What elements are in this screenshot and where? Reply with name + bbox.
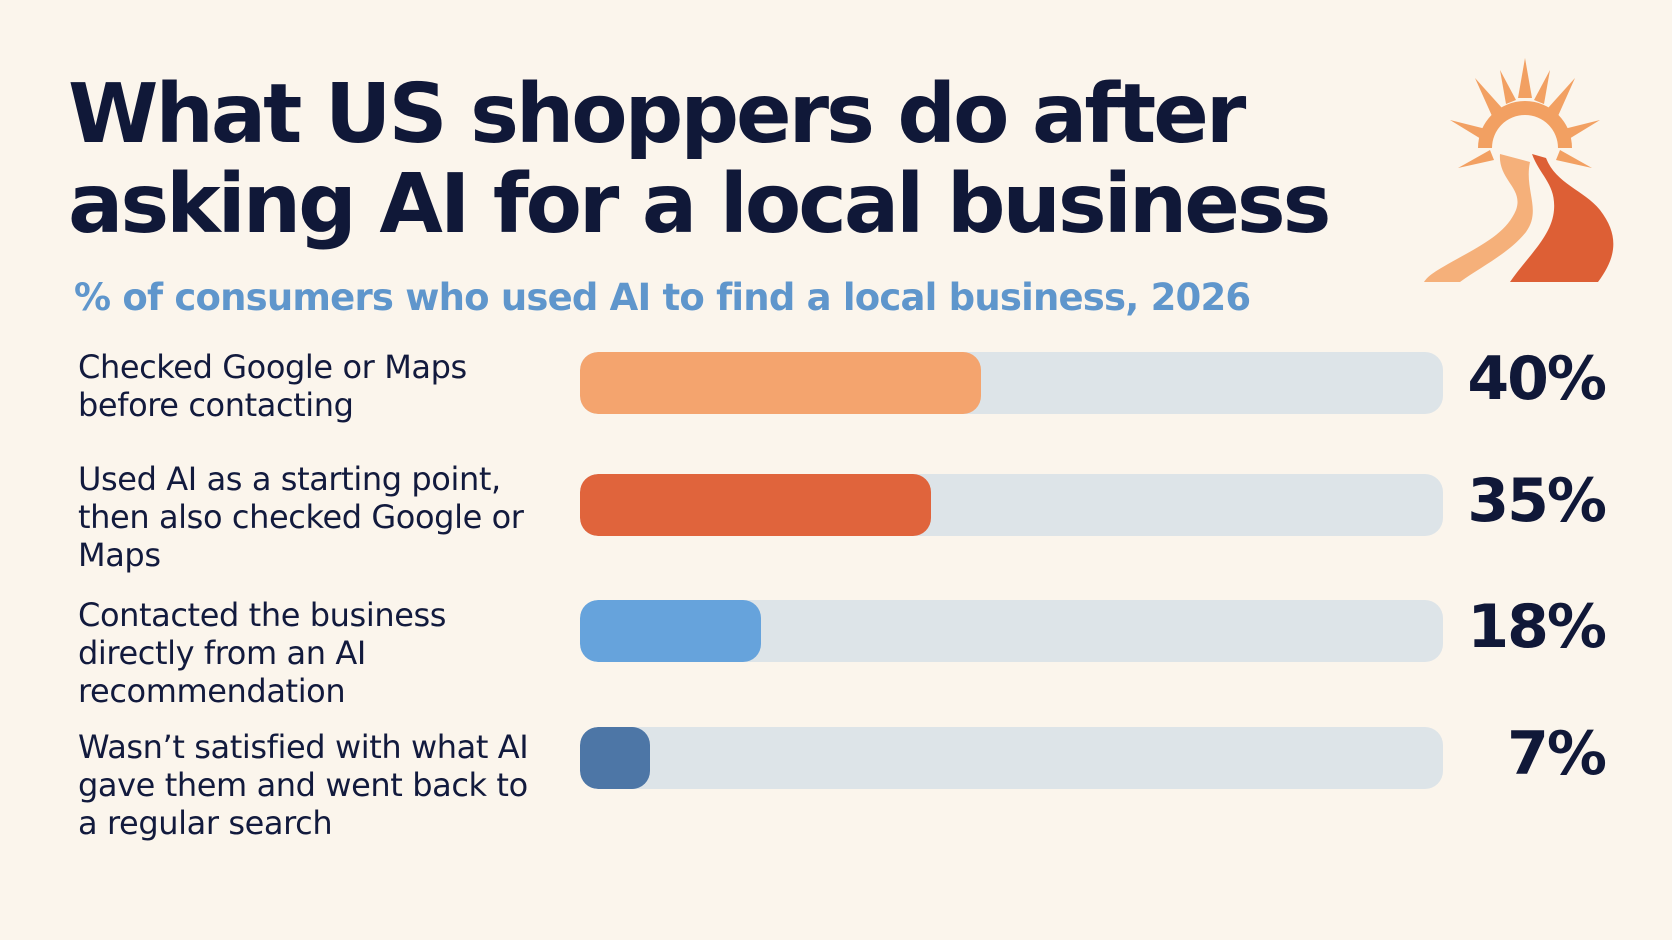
bar-track <box>580 352 1443 414</box>
bar-value-label: 35% <box>1467 466 1607 536</box>
bar-label: Contacted the business directly from an … <box>78 596 447 710</box>
bar <box>580 727 650 789</box>
chart-subtitle: % of consumers who used AI to find a loc… <box>74 276 1251 319</box>
chart-title: What US shoppers do after asking AI for … <box>68 67 1331 252</box>
bar-value-label: 40% <box>1467 344 1607 414</box>
bar-track <box>580 727 1443 789</box>
bar <box>580 474 931 536</box>
bar-label: Used AI as a starting point, then also c… <box>78 460 524 574</box>
sun-road-logo-icon <box>1424 58 1614 282</box>
bar-value-label: 18% <box>1467 592 1607 662</box>
bar-track <box>580 474 1443 536</box>
bar-label: Checked Google or Maps before contacting <box>78 348 467 424</box>
bar-track <box>580 600 1443 662</box>
bar <box>580 352 981 414</box>
bar <box>580 600 761 662</box>
bar-label: Wasn’t satisfied with what AI gave them … <box>78 728 529 842</box>
bar-value-label: 7% <box>1507 719 1607 789</box>
